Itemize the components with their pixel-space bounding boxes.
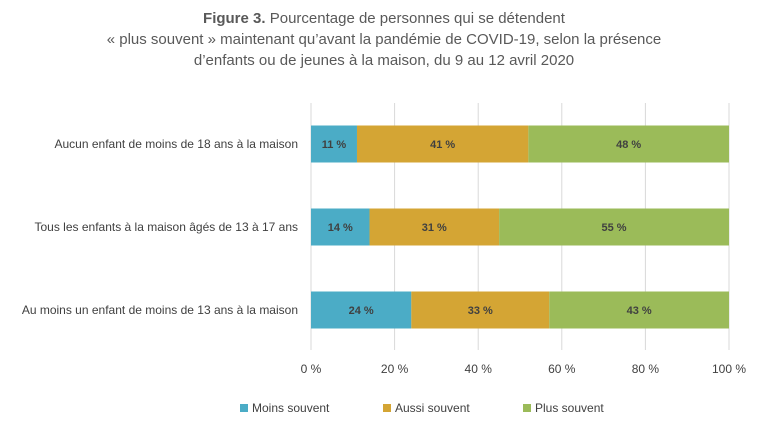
- x-tick-label-60: 60 %: [548, 362, 576, 376]
- bar-label-0-0: 11 %: [322, 139, 347, 151]
- bar-label-1-0: 14 %: [328, 222, 353, 234]
- bar-0-1: [356, 125, 529, 163]
- bar-label-2-1: 33 %: [468, 305, 493, 317]
- bar-label-0-2: 48 %: [616, 139, 641, 151]
- x-tick-label-20: 20 %: [381, 362, 409, 376]
- bar-0-2: [528, 125, 729, 163]
- legend-label-0: Moins souvent: [252, 401, 330, 415]
- bar-1-0: [311, 208, 370, 246]
- title-line-2: « plus souvent » maintenant qu’avant la …: [106, 31, 662, 48]
- x-tick-label-100: 100 %: [712, 362, 746, 376]
- bar-label-1-1: 31 %: [422, 222, 447, 234]
- x-tick-label-40: 40 %: [465, 362, 493, 376]
- category-label-0: Aucun enfant de moins de 18 ans à la mai…: [55, 137, 299, 151]
- bar-2-2: [549, 291, 729, 329]
- bar-label-2-2: 43 %: [627, 305, 652, 317]
- figure-label: Figure 3.: [203, 10, 266, 27]
- legend-label-2: Plus souvent: [535, 401, 604, 415]
- legend-swatch-2: [523, 404, 531, 412]
- category-label-1: Tous les enfants à la maison âgés de 13 …: [34, 220, 298, 234]
- bar-1-2: [499, 208, 729, 246]
- chart-title: Figure 3. Pourcentage de personnes qui s…: [0, 8, 768, 71]
- title-line-1: Pourcentage de personnes qui se détenden…: [269, 10, 565, 27]
- legend-swatch-0: [240, 404, 248, 412]
- bar-label-2-0: 24 %: [349, 305, 374, 317]
- legend-label-1: Aussi souvent: [395, 401, 470, 415]
- bar-label-0-1: 41 %: [430, 139, 455, 151]
- bar-1-1: [369, 208, 500, 246]
- category-label-2: Au moins un enfant de moins de 13 ans à …: [22, 303, 298, 317]
- bar-2-1: [411, 291, 550, 329]
- bar-0-0: [311, 125, 357, 163]
- x-tick-label-0: 0 %: [301, 362, 322, 376]
- title-line-3: d’enfants ou de jeunes à la maison, du 9…: [193, 52, 575, 69]
- bar-2-0: [311, 291, 412, 329]
- bar-label-1-2: 55 %: [602, 222, 627, 234]
- x-tick-label-80: 80 %: [632, 362, 660, 376]
- legend-swatch-1: [383, 404, 391, 412]
